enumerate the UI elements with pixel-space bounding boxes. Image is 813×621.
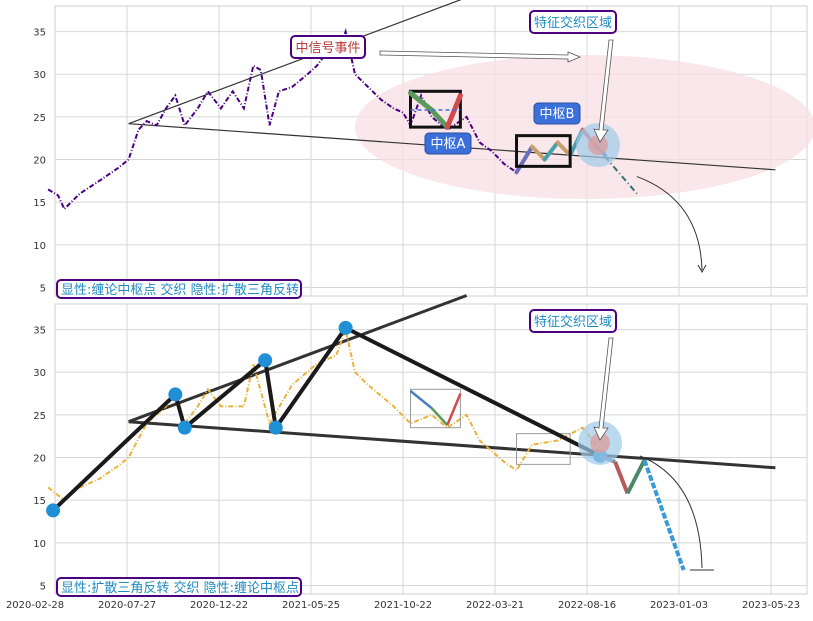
x-tick-label: 2020-12-22 [190, 600, 248, 611]
bottom-caption: 显性:扩散三角反转 交织 隐性:缠论中枢点 [56, 577, 302, 597]
top-plot-area [54, 5, 808, 297]
y-tick-label: 15 [33, 198, 46, 209]
projection-line [595, 146, 638, 195]
bottom-price-series [47, 326, 598, 502]
bottom-highlight-core [590, 433, 610, 453]
bottom-triangle [128, 294, 776, 470]
zhongshu-a-stroke [444, 93, 463, 130]
zhongshu-a-stroke [429, 107, 450, 130]
y-tick-label: 5 [40, 283, 46, 294]
zhongshu-box-b [515, 134, 572, 168]
bottom-y-ticks: 5 10 15 20 25 30 35 [33, 326, 46, 593]
y-tick-label: 20 [33, 156, 46, 167]
x-tick-label: 2023-01-03 [650, 600, 708, 611]
bottom-annotations [578, 337, 714, 571]
x-tick-label: 2022-03-21 [466, 600, 524, 611]
projection-stroke [613, 461, 630, 495]
y-tick-label: 35 [33, 28, 46, 39]
x-ticks: 2020-02-28 2020-07-27 2020-12-22 2021-05-25… [6, 600, 800, 611]
x-tick-label: 2020-02-28 [6, 600, 64, 611]
top-zhongshu [408, 89, 572, 168]
x-tick-label: 2021-10-22 [374, 600, 432, 611]
fall-arrow-head [697, 264, 707, 274]
y-tick-label: 25 [33, 411, 46, 422]
swing-point [338, 320, 353, 335]
x-tick-label: 2023-05-23 [742, 600, 800, 611]
y-tick-label: 30 [33, 368, 46, 379]
x-tick-label: 2020-07-27 [98, 600, 156, 611]
zhongshu-b-stroke [555, 140, 573, 158]
swing-point [177, 420, 192, 435]
zhongshu-box [409, 388, 461, 429]
top-caption: 显性:缠论中枢点 交织 隐性:扩散三角反转 [56, 279, 302, 299]
y-tick-label: 25 [33, 113, 46, 124]
top-panel: 5 10 15 20 25 30 35 中信号事件 特征交织区域 中枢A 中枢B 显性:缠论… [33, 0, 813, 299]
y-tick-label: 10 [33, 241, 46, 252]
x-tick-label: 2021-05-25 [282, 600, 340, 611]
bottom-caption-text: 显性:扩散三角反转 交织 隐性:缠论中枢点 [61, 580, 299, 596]
triangle-upper-line [128, 0, 462, 125]
zhongshu-b-stroke [542, 140, 560, 162]
swing-point [268, 420, 283, 435]
fall-arrow [639, 455, 703, 569]
zone-arrow-top [593, 39, 614, 143]
zone-arrow-bottom [593, 337, 614, 441]
event-arrow [379, 50, 582, 63]
y-tick-label: 35 [33, 326, 46, 337]
zhongshu-a-text: 中枢A [431, 137, 466, 152]
top-zone-label: 特征交织区域 [529, 10, 617, 34]
projection-stroke [642, 459, 686, 571]
y-tick-label: 15 [33, 496, 46, 507]
zhongshu-a-stroke [408, 90, 435, 113]
zhongshu-stroke [430, 407, 449, 426]
x-tick-label: 2022-08-16 [558, 600, 616, 611]
y-tick-label: 5 [40, 581, 46, 592]
zhongshu-b-stroke [514, 144, 535, 175]
price-line [47, 28, 518, 211]
zhongshu-box-a [408, 89, 462, 129]
zhongshu-b-label: 中枢B [533, 102, 581, 125]
zhongshu-b-text: 中枢B [540, 107, 575, 122]
zhongshu-stroke [409, 390, 433, 410]
y-tick-label: 30 [33, 70, 46, 81]
bottom-panel: 5 10 15 20 25 30 35 2020-02-28 2020-07-27 2020-1… [6, 294, 808, 611]
triangle-upper-line [128, 294, 468, 424]
bottom-plot-area [54, 303, 808, 595]
bottom-zone-label-text: 特征交织区域 [534, 314, 612, 330]
zhongshu-a-label: 中枢A [424, 132, 472, 155]
event-label: 中信号事件 [290, 35, 366, 59]
bottom-swing-lines [46, 320, 608, 518]
zhongshu-stroke [446, 393, 462, 426]
y-tick-label: 20 [33, 454, 46, 465]
zhongshu-box [516, 433, 571, 465]
top-zone-ellipse [355, 55, 813, 199]
fall-arrow [636, 176, 703, 271]
top-zone-label-text: 特征交织区域 [534, 15, 612, 31]
top-y-ticks: 5 10 15 20 25 30 35 [33, 28, 46, 295]
bottom-zone-label: 特征交织区域 [529, 309, 617, 333]
swing-point [258, 353, 273, 368]
top-caption-text: 显性:缠论中枢点 交织 隐性:扩散三角反转 [61, 282, 299, 298]
swing-point [46, 503, 61, 518]
swing-point [168, 387, 183, 402]
projection-stroke [625, 459, 647, 495]
event-label-text: 中信号事件 [295, 41, 360, 56]
triangle-lower-line [128, 420, 776, 470]
bottom-grid [55, 304, 807, 594]
top-highlight-core [588, 135, 608, 155]
price-line [47, 326, 598, 502]
zhongshu-b-stroke [530, 144, 547, 162]
bottom-zhongshu [409, 388, 571, 465]
y-tick-label: 10 [33, 539, 46, 550]
top-annotations [379, 39, 707, 274]
